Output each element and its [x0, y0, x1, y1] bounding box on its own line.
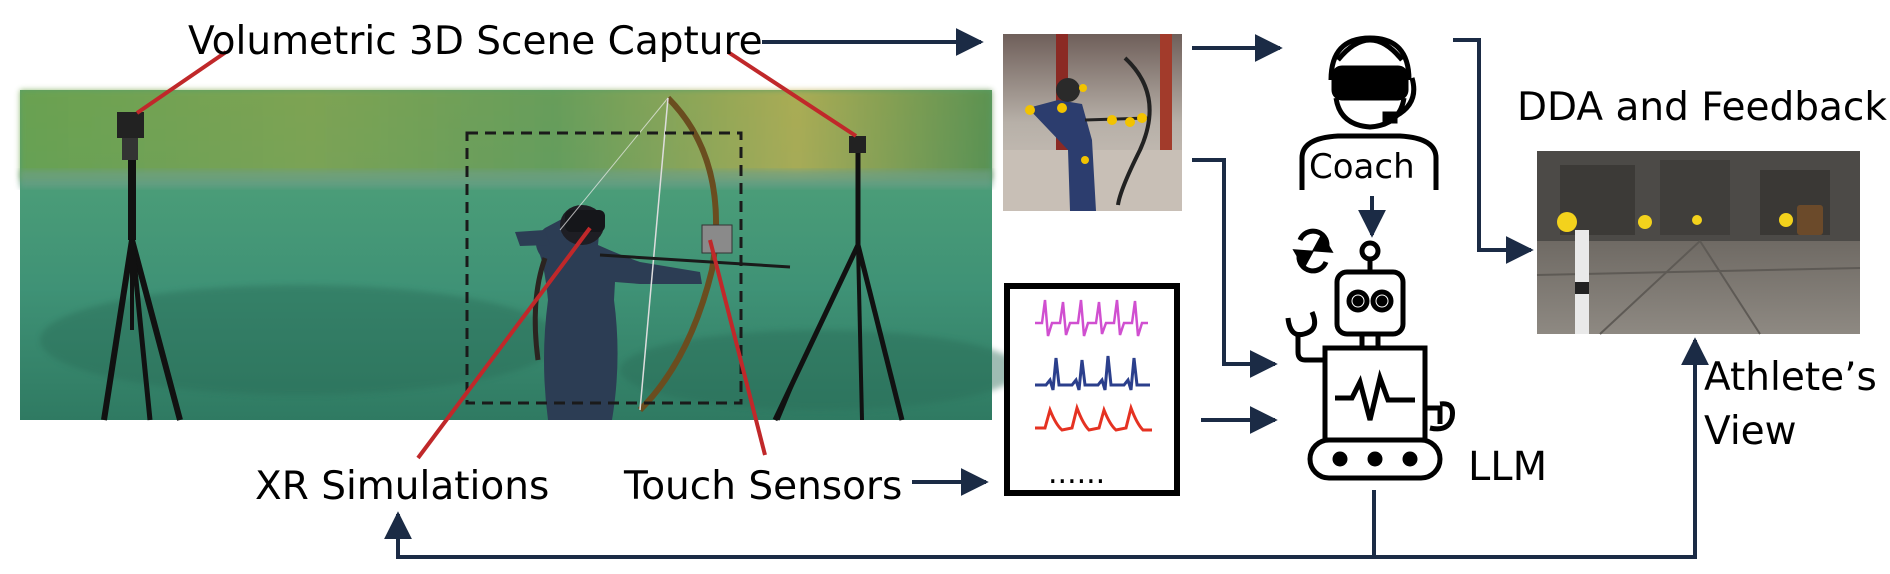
athlete-view-label-line1: Athlete’s: [1704, 355, 1877, 400]
signal-trace-red: [1035, 402, 1152, 432]
sensor-signals-panel: ......: [1004, 283, 1180, 496]
coach-vr-headset-icon: [1299, 35, 1439, 190]
volumetric-capture-label: Volumetric 3D Scene Capture: [188, 19, 763, 64]
signal-trace-magenta: [1035, 299, 1148, 337]
llm-label: LLM: [1468, 444, 1548, 490]
coach-label: Coach: [1309, 147, 1415, 187]
xr-simulations-label: XR Simulations: [255, 464, 550, 509]
pointer-lines: [135, 50, 858, 460]
left-tripod: [101, 112, 183, 421]
motion-capture-photo: [1003, 34, 1182, 211]
flow-arrows: [384, 28, 1709, 559]
more-signals-ellipsis: ......: [1048, 456, 1105, 491]
signal-trace-blue: [1035, 355, 1150, 391]
focus-region-box: [465, 131, 743, 405]
llm-robot-icon: [1285, 240, 1455, 481]
athlete-vr-view: [1536, 151, 1861, 335]
touch-sensors-label: Touch Sensors: [624, 464, 903, 509]
archer-figure: [515, 205, 702, 420]
field-photo: [20, 90, 1020, 422]
athlete-view-label-line2: View: [1704, 409, 1797, 454]
bow: [559, 95, 791, 413]
refresh-arrows-icon: [1292, 228, 1334, 274]
right-tripod: [772, 136, 905, 422]
dda-feedback-label: DDA and Feedback: [1517, 85, 1887, 130]
